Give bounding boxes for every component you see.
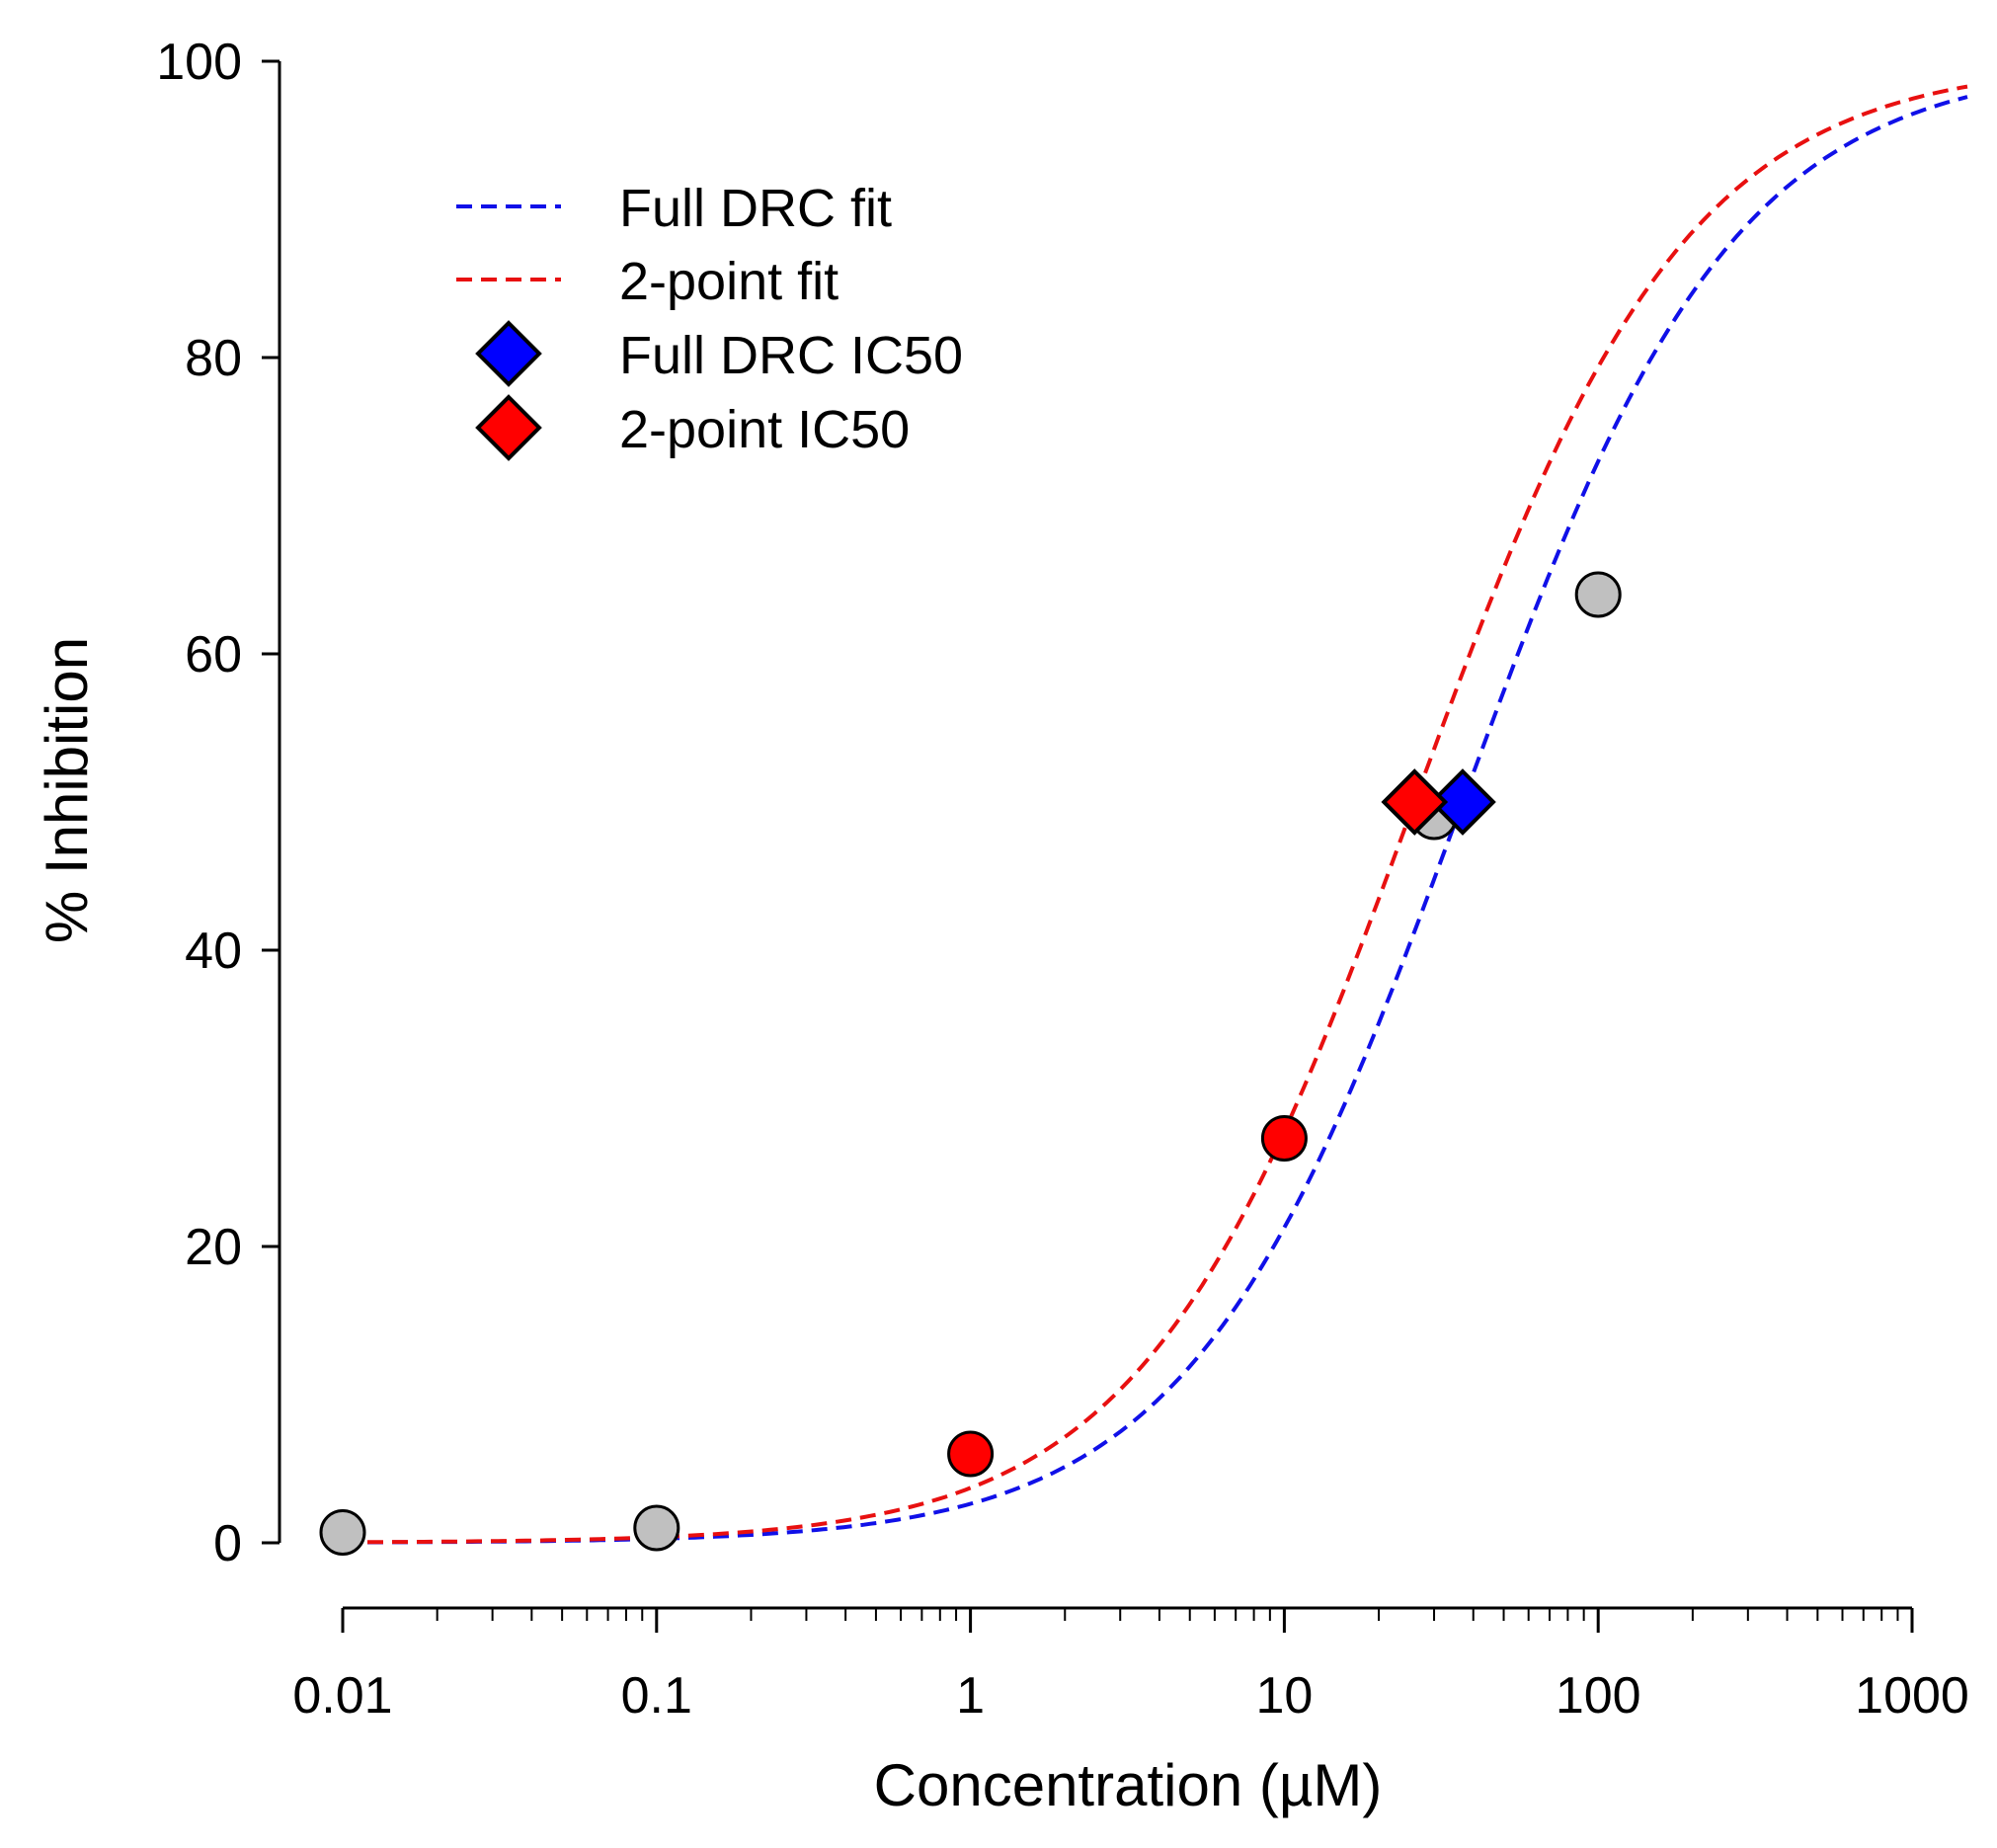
- axes: 0 20 40 60 80 100 0.01 0.1 1 10 100 1000: [156, 34, 1969, 1725]
- fit-curve-full-drc-fit: [343, 95, 1968, 1545]
- legend-label-2-point-ic50: 2-point IC50: [619, 400, 910, 459]
- data-point: [1574, 571, 1622, 618]
- fit-curve-2-point-fit: [343, 84, 1968, 1545]
- x-tick-label: 10: [1255, 1667, 1313, 1725]
- ic50-diamond-full-drc-ic50: [1429, 768, 1496, 836]
- x-tick-label: 0.01: [292, 1667, 392, 1725]
- x-tick-label: 100: [1556, 1667, 1641, 1725]
- x-tick-label: 1: [956, 1667, 985, 1725]
- legend-label-full-drc-fit: Full DRC fit: [619, 179, 892, 238]
- legend: Full DRC fit 2-point fit Full DRC IC50 2-po…: [456, 179, 963, 461]
- data-points: [319, 571, 1622, 1556]
- y-tick-label: 80: [185, 330, 242, 387]
- ic50-diamond-2-point-ic50: [1381, 768, 1449, 836]
- data-point: [1260, 1115, 1308, 1162]
- legend-label-2-point-fit: 2-point fit: [619, 252, 839, 311]
- x-tick-label: 0.1: [621, 1667, 692, 1725]
- y-tick-label: 100: [156, 34, 242, 91]
- y-tick-label: 0: [213, 1515, 242, 1572]
- x-axis-title: Concentration (µM): [874, 1752, 1383, 1818]
- y-tick-label: 20: [185, 1219, 242, 1276]
- data-point: [947, 1430, 995, 1478]
- legend-swatch-2-point-ic50: [475, 394, 542, 461]
- data-point: [633, 1504, 680, 1552]
- data-point: [319, 1509, 366, 1556]
- fit-curves: [343, 84, 1968, 1545]
- y-axis-title: % Inhibition: [34, 637, 100, 943]
- ic50-markers: [1381, 768, 1496, 836]
- x-tick-label: 1000: [1855, 1667, 1969, 1725]
- y-tick-label: 40: [185, 923, 242, 980]
- legend-swatch-full-drc-ic50: [475, 320, 542, 387]
- legend-label-full-drc-ic50: Full DRC IC50: [619, 326, 963, 385]
- y-tick-label: 60: [185, 626, 242, 683]
